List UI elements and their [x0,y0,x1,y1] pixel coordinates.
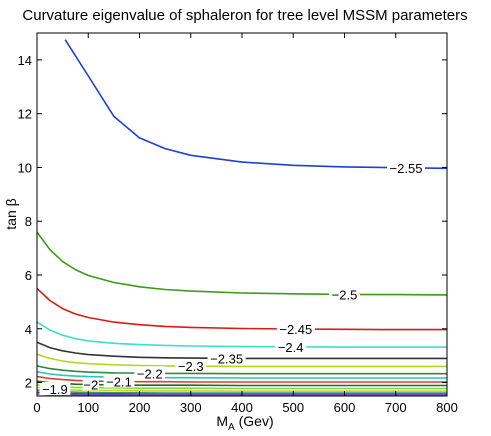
contour-label-bg-2 [276,322,315,336]
contour-label-bg-1 [329,287,360,301]
x-axis-label-subscript: A [228,422,235,433]
contour-line-minus-2.3 [37,353,447,368]
contour-label-minus-2: −2 [83,377,98,392]
y-tick-label: 2 [25,376,32,391]
contour-label-bg-9 [82,377,100,391]
x-axis-label-main: M [216,413,228,429]
contour-line-minus-2.45 [37,287,447,331]
contour-label-minus-2.35: −2.35 [210,351,243,366]
y-tick-label: 8 [25,214,32,229]
y-tick-label: 10 [18,160,32,175]
contour-label-bg-4 [207,351,246,365]
contour-label-bg-6 [134,366,166,380]
contour-label-bg-8 [103,374,135,388]
chart-title: Curvature eigenvalue of sphaleron for tr… [22,7,467,24]
y-tick-label: 6 [25,268,32,283]
y-axis-label: tan β [3,198,19,229]
contour-label-minus-2.4: −2.4 [278,340,304,355]
y-tick-label: 4 [25,322,32,337]
contour-label-minus-2.3: −2.3 [178,359,204,374]
contour-label-minus-2.45: −2.45 [279,322,312,337]
x-tick-label: 0 [33,400,40,415]
x-tick-label: 800 [436,400,458,415]
x-tick-label: 100 [77,400,99,415]
x-tick-label: 200 [129,400,151,415]
contour-label-bg-3 [275,339,307,353]
contour-label-minus-2.2: −2.2 [137,366,163,381]
x-tick-label: 500 [282,400,304,415]
contour-label-minus-1.9: −1.9 [42,382,68,397]
x-tick-label: 600 [334,400,356,415]
contour-label-bg-0 [387,160,425,174]
contour-line-minus-2.5 [37,231,447,296]
y-tick-label: 14 [18,53,32,68]
x-axis-label: MA (Gev) [216,413,273,433]
y-tick-label: 12 [18,107,32,122]
contour-label-minus-2.1: −2.1 [106,375,132,390]
x-axis-label-unit: (Gev) [235,413,274,429]
contour-line-minus-2.1 [37,375,447,383]
contour-label-minus-2.55: −2.55 [390,161,423,176]
contour-label-minus-2.5: −2.5 [332,287,358,302]
contour-line-minus-2.55 [64,39,447,170]
contour-line-minus-2.35 [37,341,447,360]
x-tick-label: 400 [231,400,253,415]
contour-label-bg-5 [175,359,207,373]
contour-label-bg-11 [39,382,71,396]
plot-area: −2.55 −2.5 −2.45 −2.4 −2.35 −2.3 −2.2 −2.1 −2 −1.… [18,32,458,415]
x-tick-label: 700 [385,400,407,415]
contour-line-minus-2.4 [37,321,447,348]
x-tick-label: 300 [180,400,202,415]
